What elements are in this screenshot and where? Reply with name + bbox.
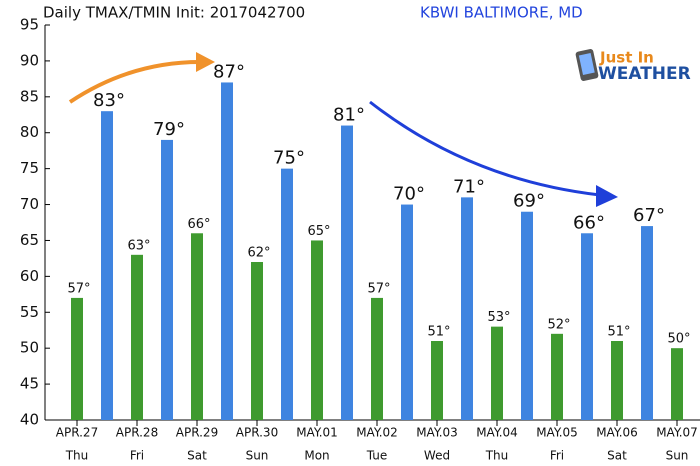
- x-tick-label: APR.30: [236, 426, 278, 440]
- x-tick-label: APR.29: [176, 426, 218, 440]
- y-tick-label: 80: [20, 123, 39, 141]
- bar: [251, 262, 263, 420]
- value-label: 66°: [187, 217, 210, 232]
- bar: [131, 254, 143, 420]
- y-tick-label: 40: [20, 411, 39, 429]
- y-tick-label: 90: [20, 51, 39, 69]
- y-tick-label: 95: [20, 16, 39, 34]
- logo-line2: WEATHER: [598, 64, 691, 84]
- value-label: 67°: [633, 205, 665, 226]
- bar: [311, 240, 323, 420]
- bar: [281, 168, 293, 420]
- value-label: 70°: [393, 184, 425, 205]
- bar: [641, 226, 653, 420]
- bar: [221, 82, 233, 421]
- x-tick-label: MAY.04: [476, 426, 518, 440]
- bar: [71, 297, 83, 420]
- bar: [521, 211, 533, 420]
- x-tick-label: APR.28: [116, 426, 158, 440]
- bar: [161, 139, 173, 420]
- value-label: 79°: [153, 119, 185, 140]
- weekday-label: Sat: [607, 449, 627, 463]
- bar: [581, 233, 593, 420]
- y-tick-label: 45: [20, 375, 39, 393]
- bar: [551, 333, 563, 420]
- value-label: 52°: [547, 317, 570, 332]
- blue-arrowhead: [596, 185, 618, 207]
- x-tick-label: MAY.06: [596, 426, 638, 440]
- y-tick-label: 60: [20, 267, 39, 285]
- y-tick-label: 50: [20, 339, 39, 357]
- logo: Just In WEATHER: [575, 49, 691, 84]
- value-label: 87°: [213, 61, 245, 82]
- logo-line1: Just In: [599, 49, 654, 67]
- bar: [191, 233, 203, 420]
- value-label: 53°: [487, 310, 510, 325]
- value-label: 66°: [573, 212, 605, 233]
- value-label: 65°: [307, 224, 330, 239]
- chart-subtitle: KBWI BALTIMORE, MD: [420, 4, 583, 22]
- value-label: 57°: [367, 281, 390, 296]
- x-tick-label: APR.27: [56, 426, 98, 440]
- weekday-label: Thu: [485, 449, 509, 463]
- y-tick-label: 55: [20, 303, 39, 321]
- value-label: 71°: [453, 176, 485, 197]
- x-tick-label: MAY.01: [296, 426, 338, 440]
- bar: [401, 204, 413, 420]
- bar: [431, 341, 443, 420]
- value-label: 69°: [513, 191, 545, 212]
- orange-arrow: [68, 60, 201, 104]
- bar: [671, 348, 683, 420]
- weekday-label: Thu: [65, 449, 89, 463]
- value-label: 51°: [427, 325, 450, 340]
- logo-screen: [578, 52, 595, 76]
- bar: [101, 111, 113, 420]
- bar: [341, 125, 353, 420]
- bar: [461, 197, 473, 420]
- value-label: 51°: [607, 325, 630, 340]
- value-label: 50°: [667, 332, 690, 347]
- weekday-label: Sat: [187, 449, 207, 463]
- weekday-label: Mon: [304, 449, 329, 463]
- x-tick-label: MAY.02: [356, 426, 398, 440]
- weekday-label: Sun: [246, 449, 269, 463]
- chart-title: Daily TMAX/TMIN Init: 2017042700: [43, 4, 305, 22]
- weekday-label: Wed: [424, 449, 450, 463]
- y-tick-label: 70: [20, 195, 39, 213]
- x-tick-label: MAY.05: [536, 426, 578, 440]
- blue-arrow: [369, 100, 601, 197]
- value-label: 81°: [333, 105, 365, 126]
- value-label: 75°: [273, 148, 305, 169]
- y-tick-label: 85: [20, 87, 39, 105]
- value-label: 83°: [93, 90, 125, 111]
- value-label: 57°: [67, 281, 90, 296]
- weekday-label: Fri: [550, 449, 564, 463]
- bar: [491, 326, 503, 420]
- weekday-label: Tue: [366, 449, 388, 463]
- orange-arrowhead: [196, 52, 215, 72]
- value-label: 62°: [247, 246, 270, 261]
- weekday-label: Sun: [666, 449, 689, 463]
- y-tick-label: 65: [20, 231, 39, 249]
- x-tick-label: MAY.07: [656, 426, 698, 440]
- bar: [371, 297, 383, 420]
- weekday-label: Fri: [130, 449, 144, 463]
- x-tick-label: MAY.03: [416, 426, 458, 440]
- y-tick-label: 75: [20, 159, 39, 177]
- bar: [611, 341, 623, 420]
- arrows: [68, 52, 618, 207]
- value-label: 63°: [127, 238, 150, 253]
